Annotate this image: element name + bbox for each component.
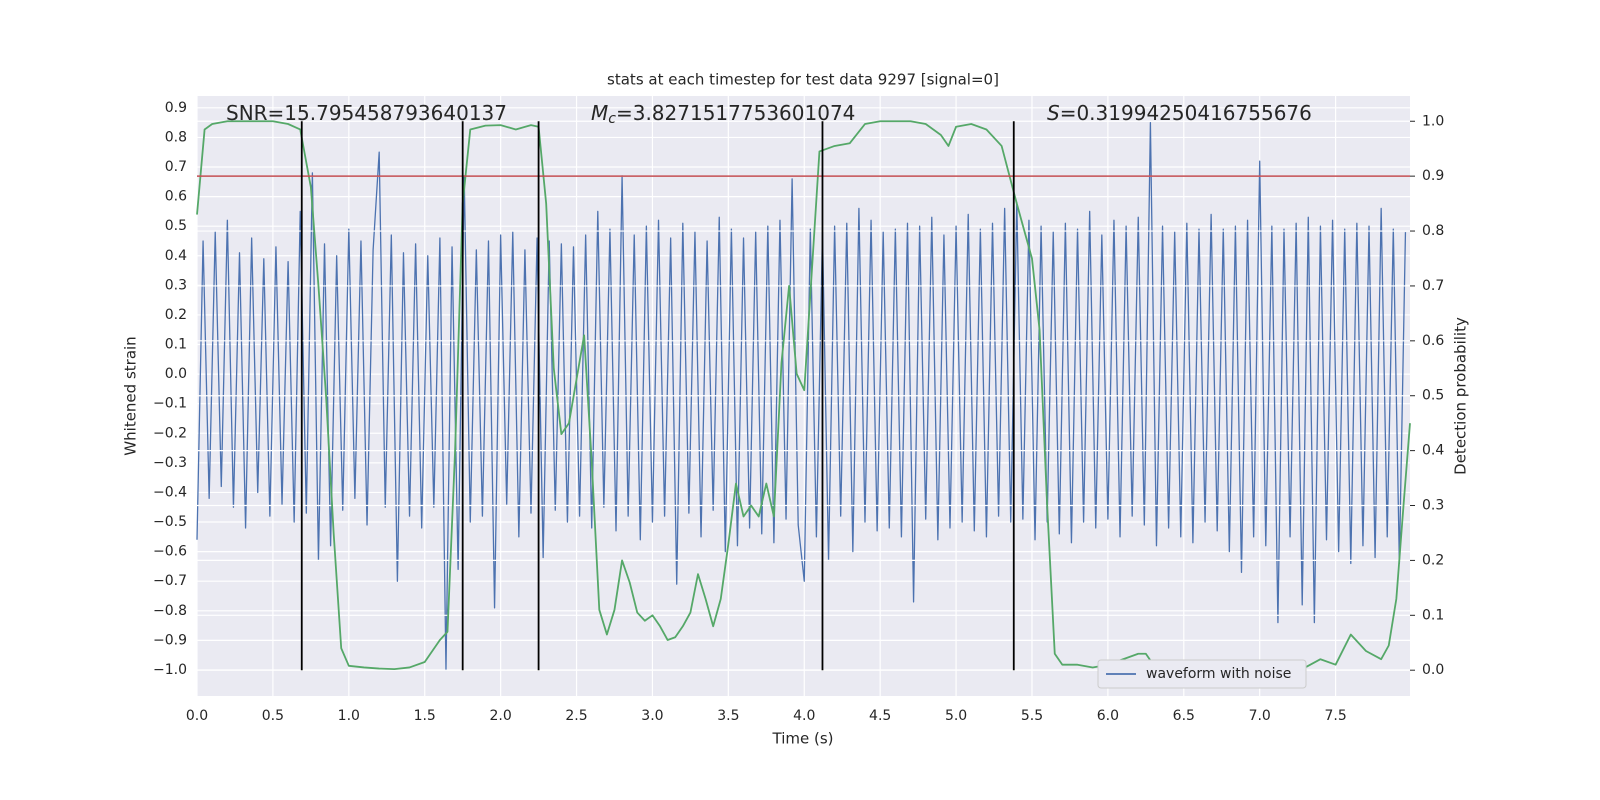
y-tick-label: 0.9	[165, 100, 187, 116]
y2-tick-label: 0.2	[1422, 552, 1444, 568]
data-line	[196, 121, 1407, 671]
annotation: SNR=15.795458793640137	[226, 101, 507, 125]
y2-tick-label: 0.4	[1422, 443, 1444, 459]
annotation: Mc=3.8271517753601074	[591, 101, 855, 128]
annotation-text: =3.8271517753601074	[616, 101, 855, 125]
y2-axis-label: Detection probability	[1452, 317, 1470, 475]
y-tick-label: −0.3	[153, 455, 187, 471]
y-tick-label: 0.1	[165, 337, 187, 353]
legend-box	[1097, 659, 1307, 689]
y2-tick-label: 0.9	[1422, 168, 1444, 184]
y2-tick-label: 0.8	[1422, 223, 1444, 239]
x-tick-label: 3.5	[717, 708, 739, 724]
annotation-text: =0.31994250416755676	[1060, 101, 1312, 125]
y-tick-label: −0.9	[153, 632, 187, 648]
x-tick-label: 5.0	[945, 708, 967, 724]
y-tick-label: 0.4	[165, 248, 187, 264]
y-tick-label: 0.0	[165, 366, 187, 382]
y-tick-label: 0.3	[165, 277, 187, 293]
x-tick-label: 6.0	[1097, 708, 1119, 724]
x-tick-label: 2.5	[565, 708, 587, 724]
x-tick-label: 2.0	[489, 708, 511, 724]
x-tick-label: 7.0	[1249, 708, 1271, 724]
y2-tick-label: 0.7	[1422, 278, 1444, 294]
x-tick-label: 1.0	[338, 708, 360, 724]
y2-tick-label: 0.0	[1422, 662, 1444, 678]
y-tick-label: −0.7	[153, 573, 187, 589]
x-tick-label: 7.5	[1324, 708, 1346, 724]
annotation-subscript: c	[608, 111, 616, 127]
annotation: S=0.31994250416755676	[1047, 101, 1312, 125]
y-axis-label: Whitened strain	[122, 336, 140, 455]
y2-tick-label: 0.3	[1422, 498, 1444, 514]
y-tick-label: 0.6	[165, 189, 187, 205]
x-tick-label: 6.5	[1173, 708, 1195, 724]
x-tick-label: 4.5	[869, 708, 891, 724]
y-tick-label: −0.8	[153, 603, 187, 619]
y-tick-label: −0.2	[153, 425, 187, 441]
y-tick-label: −1.0	[153, 662, 187, 678]
chart-title: stats at each timestep for test data 929…	[607, 71, 999, 89]
y-tick-label: −0.5	[153, 514, 187, 530]
y-tick-label: 0.8	[165, 129, 187, 145]
annotation-symbol: M	[591, 101, 608, 125]
y2-tick-label: 0.6	[1422, 333, 1444, 349]
x-axis-label: Time (s)	[772, 730, 834, 748]
x-tick-label: 0.5	[262, 708, 284, 724]
y2-tick-label: 0.5	[1422, 388, 1444, 404]
annotation-text: SNR=15.795458793640137	[226, 101, 507, 125]
y-tick-label: −0.4	[153, 484, 187, 500]
x-tick-label: 5.5	[1021, 708, 1043, 724]
y2-tick-label: 1.0	[1422, 113, 1444, 129]
legend-label: waveform with noise	[1146, 666, 1291, 682]
x-tick-label: 0.0	[186, 708, 208, 724]
annotation-symbol: S	[1047, 101, 1060, 125]
y-tick-label: −0.6	[153, 544, 187, 560]
y-tick-label: 0.7	[165, 159, 187, 175]
y-tick-label: −0.1	[153, 396, 187, 412]
y2-tick-label: 0.1	[1422, 607, 1444, 623]
x-tick-label: 4.0	[793, 708, 815, 724]
y-tick-label: 0.5	[165, 218, 187, 234]
x-tick-label: 3.0	[641, 708, 663, 724]
x-tick-label: 1.5	[414, 708, 436, 724]
y-tick-label: 0.2	[165, 307, 187, 323]
